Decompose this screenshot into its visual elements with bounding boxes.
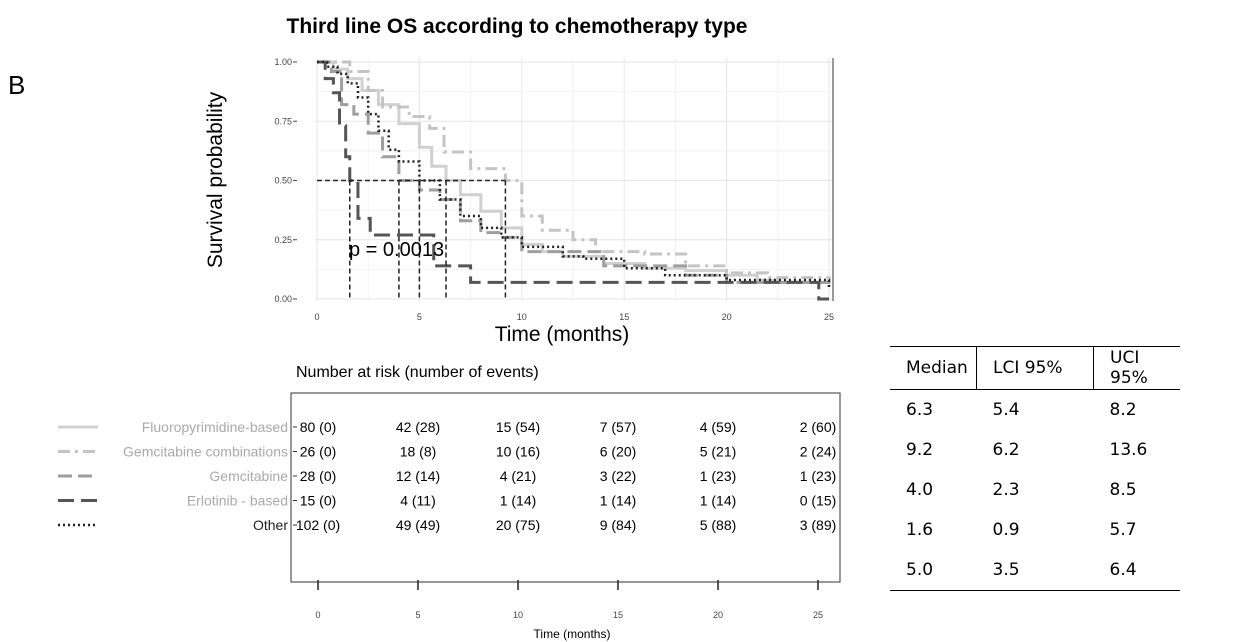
panel-label: B	[8, 70, 26, 100]
risk-cell: 80 (0)	[300, 419, 337, 435]
risk-cell: 102 (0)	[296, 517, 340, 533]
risk-x-tick-label: 5	[415, 610, 420, 620]
lci-cell: 5.4	[992, 400, 1020, 420]
uci-cell: 8.5	[1109, 480, 1137, 500]
risk-cell: 3 (89)	[800, 517, 837, 533]
risk-cell: 2 (60)	[800, 419, 837, 435]
survival-curve	[317, 60, 829, 284]
median-ci-table: Median LCI 95% UCI 95% 6.3 5.4 8.2 9.2 6…	[890, 346, 1180, 591]
y-tick-label: 0.00	[274, 294, 292, 304]
risk-table: 80 (0) 42 (28) 15 (54) 7 (57) 4 (59) 2 (60) 26…	[293, 419, 836, 620]
lci-cell: 0.9	[992, 520, 1020, 540]
risk-cell: 6 (20)	[600, 444, 637, 460]
risk-x-tick-label: 0	[315, 610, 320, 620]
median-cell: 1.6	[906, 520, 934, 540]
x-tick-label: 5	[417, 312, 422, 322]
risk-cell: 20 (75)	[496, 517, 540, 533]
risk-table-x-title: Time (months)	[534, 627, 611, 641]
median-cell: 6.3	[906, 400, 934, 420]
risk-cell: 4 (21)	[500, 468, 537, 484]
legend-label: Fluoropyrimidine-based	[142, 419, 288, 435]
y-tick-label: 0.25	[274, 235, 292, 245]
risk-cell: 1 (23)	[700, 468, 737, 484]
x-tick-label: 0	[314, 312, 319, 322]
risk-cell: 1 (14)	[600, 493, 637, 509]
header-lci: LCI 95%	[976, 346, 1094, 390]
table-row: 4.0 2.3 8.5	[890, 470, 1180, 510]
risk-cell: 15 (0)	[300, 493, 337, 509]
y-tick-label: 0.75	[274, 116, 292, 126]
chart-title: Third line OS according to chemotherapy …	[287, 15, 748, 38]
risk-cell: 7 (57)	[600, 419, 637, 435]
table-row: 1.6 0.9 5.7	[890, 510, 1180, 550]
legend: Fluoropyrimidine-based Gemcitabine combin…	[58, 419, 288, 533]
header-median: Median	[890, 346, 977, 390]
median-cell: 5.0	[890, 550, 977, 591]
table-row: 6.3 5.4 8.2	[890, 390, 1180, 431]
table-row: 5.0 3.5 6.4	[890, 550, 1180, 591]
risk-cell: 5 (21)	[700, 444, 737, 460]
survival-curve	[317, 60, 831, 281]
risk-cell: 15 (54)	[496, 419, 540, 435]
risk-x-tick-label: 15	[613, 610, 623, 620]
y-axis-title: Survival probability	[204, 91, 227, 268]
uci-cell: 6.4	[1093, 550, 1180, 591]
risk-cell: 1 (14)	[500, 493, 537, 509]
uci-cell: 13.6	[1109, 440, 1148, 460]
legend-label: Gemcitabine combinations	[123, 444, 288, 460]
uci-cell: 8.2	[1109, 400, 1137, 420]
median-cell: 9.2	[906, 440, 934, 460]
y-tick-label: 0.50	[274, 176, 292, 186]
risk-x-tick-label: 25	[813, 610, 823, 620]
risk-x-tick-label: 20	[713, 610, 723, 620]
risk-cell: 3 (22)	[600, 468, 637, 484]
risk-table-title: Number at risk (number of events)	[296, 364, 539, 381]
risk-cell: 1 (23)	[800, 468, 837, 484]
risk-cell: 26 (0)	[300, 444, 337, 460]
x-tick-label: 25	[824, 312, 834, 322]
risk-cell: 4 (11)	[400, 493, 436, 509]
p-value-annotation: p = 0.0013	[349, 239, 444, 261]
risk-cell: 10 (16)	[496, 444, 540, 460]
risk-cell: 28 (0)	[300, 468, 337, 484]
risk-cell: 5 (88)	[700, 517, 737, 533]
lci-cell: 6.2	[992, 440, 1020, 460]
table-row: 9.2 6.2 13.6	[890, 430, 1180, 470]
lci-cell: 2.3	[992, 480, 1020, 500]
median-lines	[317, 179, 507, 299]
x-tick-label: 15	[619, 312, 629, 322]
x-tick-label: 20	[722, 312, 732, 322]
y-tick-label: 1.00	[274, 57, 292, 67]
risk-cell: 1 (14)	[700, 493, 737, 509]
uci-cell: 5.7	[1109, 520, 1137, 540]
risk-cell: 0 (15)	[800, 493, 837, 509]
plot-axes: 0.00 0.25 0.50 0.75 1.00 0 5 10 15 20 25	[274, 57, 834, 322]
survival-curve	[317, 60, 831, 288]
survival-curves	[317, 60, 831, 301]
legend-label: Erlotinib - based	[187, 493, 288, 509]
legend-label: Other	[253, 517, 288, 533]
risk-cell: 9 (84)	[600, 517, 637, 533]
risk-cell: 2 (24)	[800, 444, 837, 460]
lci-cell: 3.5	[976, 550, 1094, 591]
header-uci: UCI 95%	[1093, 346, 1180, 390]
risk-cell: 12 (14)	[396, 468, 440, 484]
risk-table-frame	[290, 392, 841, 583]
x-tick-label: 10	[517, 312, 527, 322]
risk-cell: 18 (8)	[400, 444, 437, 460]
x-axis-title: Time (months)	[495, 323, 630, 346]
risk-cell: 4 (59)	[700, 419, 737, 435]
risk-cell: 42 (28)	[396, 419, 440, 435]
risk-x-tick-label: 10	[513, 610, 523, 620]
risk-cell: 49 (49)	[396, 517, 440, 533]
legend-label: Gemcitabine	[209, 468, 288, 484]
median-cell: 4.0	[906, 480, 934, 500]
plot-grid	[315, 58, 832, 301]
